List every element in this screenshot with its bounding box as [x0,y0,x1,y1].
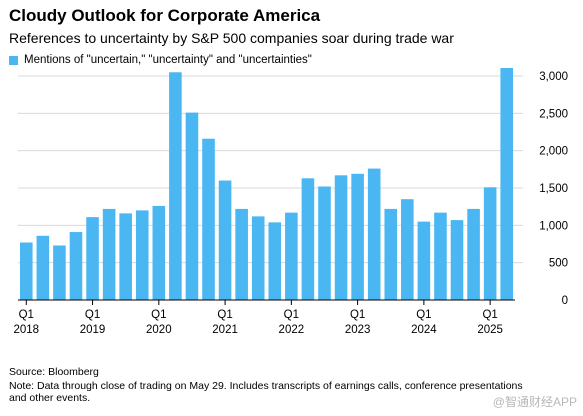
bar [152,205,166,300]
x-tick-label-quarter: Q1 [416,309,431,321]
y-tick-label: 3,000 [539,71,568,83]
y-tick-label: 1,000 [539,220,568,232]
source-note: Source: Bloomberg [9,366,99,378]
x-tick-label-quarter: Q1 [217,309,232,321]
bar [483,187,497,300]
legend: Mentions of "uncertain," "uncertainty" a… [9,54,312,66]
bar [235,208,248,300]
x-tick-label-quarter: Q1 [284,309,299,321]
bar [135,210,149,300]
axes [18,299,515,305]
x-tick-label-year: 2019 [80,324,106,336]
bar [86,217,99,300]
y-tick-label: 500 [549,258,568,270]
bar [351,173,364,300]
chart-title: Cloudy Outlook for Corporate America [9,6,321,25]
tick-labels: 0 500 1,000 1,500 2,000 2,500 3,000 Q1 2018 Q1 201… [13,71,568,336]
bar [102,208,116,300]
x-tick-label-quarter: Q1 [482,309,497,321]
bar [169,72,182,300]
x-tick-label-year: 2018 [13,324,39,336]
x-tick-label-year: 2024 [411,324,437,336]
bar [367,168,381,300]
y-tick-label: 2,000 [539,146,568,158]
bar [301,178,315,300]
bar [268,222,282,300]
bar-chart: 0 500 1,000 1,500 2,000 2,500 3,000 Q1 2018 Q1 201… [13,68,568,336]
x-tick-label-year: 2021 [212,324,238,336]
legend-label: Mentions of "uncertain," "uncertainty" a… [24,54,312,66]
bar [185,112,199,300]
bar [285,212,298,300]
bar [417,221,431,300]
chart-subtitle: References to uncertainty by S&P 500 com… [9,30,454,46]
bar [119,213,132,300]
bar [202,138,215,300]
x-tick-label-quarter: Q1 [19,309,34,321]
bar [401,199,414,300]
bars [19,68,514,300]
x-tick-label-quarter: Q1 [350,309,365,321]
footnote: Note: Data through close of trading on M… [9,380,523,404]
x-tick-label-year: 2025 [477,324,503,336]
bar [467,208,480,300]
x-tick-label-year: 2023 [345,324,371,336]
bar [334,175,348,300]
x-tick-label-quarter: Q1 [151,309,166,321]
bar [434,212,447,300]
y-tick-label: 1,500 [539,183,568,195]
bar [318,186,331,300]
watermark: @智通财经APP [492,395,577,409]
legend-swatch [9,55,18,65]
x-tick-label-quarter: Q1 [85,309,100,321]
bar [500,68,514,300]
bar [251,216,265,300]
y-tick-label: 2,500 [539,108,568,120]
bar [36,235,50,300]
bar [218,180,232,300]
bar [69,232,83,300]
bar [19,242,33,300]
bar [384,208,398,300]
bar [450,220,464,300]
bar [53,245,66,300]
x-tick-label-year: 2022 [279,324,305,336]
y-tick-label: 0 [562,295,568,307]
x-tick-label-year: 2020 [146,324,172,336]
